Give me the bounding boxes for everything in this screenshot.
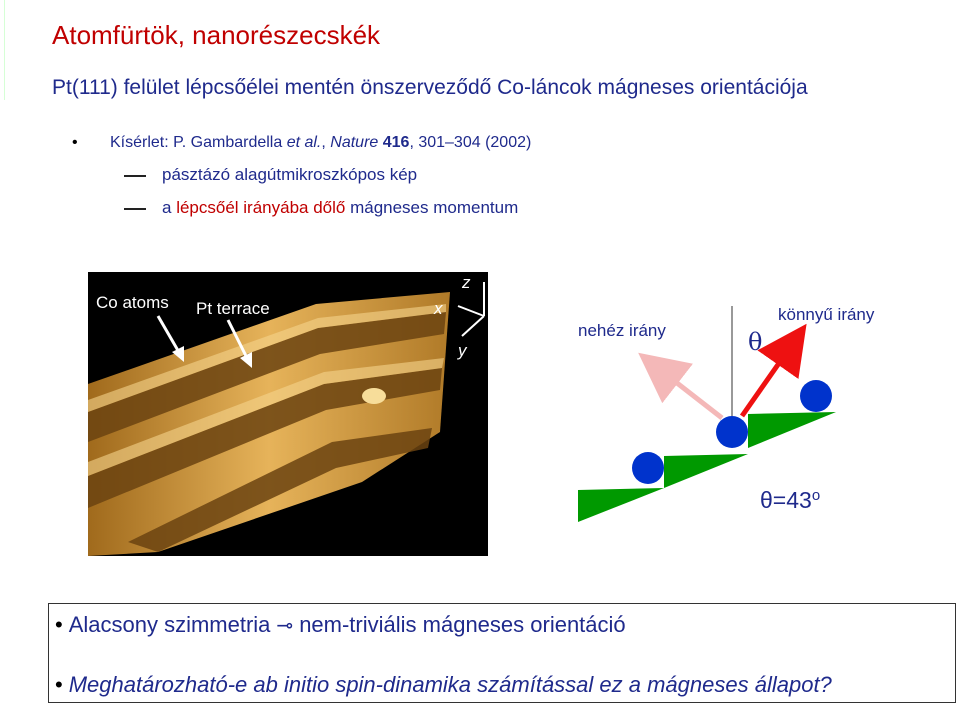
step-upper: [748, 412, 836, 448]
axis-z-label: z: [461, 273, 471, 292]
pt-terrace-label: Pt terrace: [196, 299, 270, 318]
pt-pointer-arrow: [226, 319, 250, 361]
reference-author: P. Gambardella: [173, 134, 287, 151]
conclusion-line-2: • Meghatározható-e ab initio spin-dinamik…: [55, 672, 832, 698]
co-pointer-arrow: [156, 315, 182, 355]
bullet-dot-icon: •: [55, 672, 63, 697]
dash-icon: [124, 207, 146, 210]
magnetic-moment-diagram: nehéz irány könnyű irány θ θ=43o: [560, 272, 960, 532]
step-middle: [664, 454, 748, 488]
reference-journal: Nature: [330, 134, 379, 151]
co-atom: [716, 416, 748, 448]
conclusion-line-1: • Alacsony szimmetria ⊸ nem-triviális mágne…: [55, 612, 626, 638]
slide-subtitle: Pt(111) felület lépcsőélei mentén önszer…: [52, 76, 808, 99]
conclusion-symmetry: Alacsony szimmetria: [68, 612, 271, 637]
bullet-dot-icon: •: [55, 612, 63, 637]
dash-icon: [124, 174, 146, 177]
stm-image: Co atoms Pt terrace z x y: [88, 272, 488, 556]
dash-item-stm: pásztázó alagútmikroszkópos kép: [124, 165, 417, 185]
dash-item-suffix: mágneses momentum: [345, 198, 519, 217]
reference-comma: ,: [321, 134, 331, 151]
theta-symbol: θ: [748, 328, 762, 356]
implies-arrow-icon: ⊸: [276, 613, 294, 637]
hard-axis-label: nehéz irány: [578, 321, 666, 340]
co-atom: [632, 452, 664, 484]
step-lower: [578, 488, 664, 522]
dash-item-text: pásztázó alagútmikroszkópos kép: [162, 165, 418, 184]
decorative-vertical-line: [4, 0, 5, 100]
co-atom: [800, 380, 832, 412]
conclusion-box: • Alacsony szimmetria ⊸ nem-triviális mágne…: [48, 603, 956, 703]
hard-axis-arrow: [638, 352, 724, 420]
angle-value: θ=43o: [760, 487, 820, 513]
reference-pages: , 301–304 (2002): [409, 134, 532, 151]
easy-axis-arrow: [739, 323, 807, 418]
dash-item-highlight: lépcsőél irányába dőlő: [176, 198, 346, 217]
axis-y-label: y: [457, 341, 468, 360]
easy-axis-label: könnyű irány: [778, 305, 875, 324]
dash-item-moment: a lépcsőél irányába dőlő mágneses moment…: [124, 198, 518, 218]
reference-text: Kísérlet: P. Gambardella et al., Nature …: [110, 134, 531, 152]
axis-x-label: x: [433, 299, 443, 318]
reference-etal: et al.: [286, 134, 322, 151]
bullet-dot-icon: •: [72, 134, 78, 151]
conclusion-question: Meghatározható-e ab initio spin-dinamika…: [68, 672, 832, 697]
conclusion-orientation: nem-triviális mágneses orientáció: [299, 612, 626, 637]
dash-item-prefix: a: [162, 198, 177, 217]
co-atoms-label: Co atoms: [96, 293, 169, 312]
slide-title: Atomfürtök, nanorészecskék: [52, 20, 381, 50]
reference-prefix: Kísérlet:: [110, 134, 174, 151]
reference-volume: 416: [378, 134, 410, 151]
